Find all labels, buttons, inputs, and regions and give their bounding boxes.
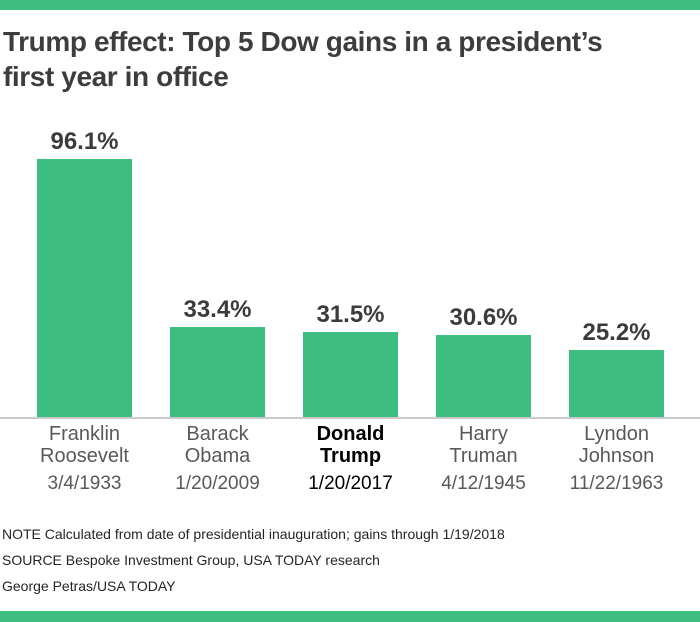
bar [37,159,132,418]
chart-title-line1: Trump effect: Top 5 Dow gains in a presi… [3,26,603,57]
president-name: Harry Truman [449,423,518,467]
bottom-accent-bar [0,611,700,622]
inauguration-date: 11/22/1963 [569,473,664,494]
bar-value-label: 96.1% [50,128,119,155]
bar-column: 25.2% [550,130,683,418]
x-axis-line [0,417,700,419]
x-axis-labels: Franklin Roosevelt 3/4/1933 Barack Obama 1/20… [0,423,700,494]
inauguration-date: 1/20/2009 [175,473,260,494]
source-text: SOURCE Bespoke Investment Group, USA TOD… [2,552,380,568]
bar-column: 33.4% [151,130,284,418]
credit-text: George Petras/USA TODAY [2,578,176,594]
bar [170,327,265,418]
bar-value-label: 30.6% [449,304,518,331]
x-axis-label: Lyndon Johnson 11/22/1963 [550,423,683,494]
bar-column: 30.6% [417,130,550,418]
inauguration-date: 1/20/2017 [308,473,393,494]
bar [569,350,664,418]
top-accent-bar [0,0,700,10]
president-name: Barack Obama [184,423,251,467]
president-name: Franklin Roosevelt [40,423,129,467]
bar-value-label: 31.5% [316,301,385,328]
x-axis-label: Franklin Roosevelt 3/4/1933 [18,423,151,494]
chart-title-line2: first year in office [3,61,229,92]
inauguration-date: 3/4/1933 [47,473,122,494]
bar-value-label: 33.4% [183,296,252,323]
x-axis-label: Barack Obama 1/20/2009 [151,423,284,494]
chart-title: Trump effect: Top 5 Dow gains in a presi… [3,24,697,94]
bar-column: 31.5% [284,130,417,418]
bar-value-label: 25.2% [582,319,651,346]
president-name: Donald Trump [316,423,385,467]
bar [303,332,398,418]
bar-column: 96.1% [18,130,151,418]
bar-chart: 96.1% 33.4% 31.5% 30.6% 25.2% [0,130,700,418]
x-axis-label: Donald Trump 1/20/2017 [284,423,417,494]
president-name: Lyndon Johnson [578,423,655,467]
x-axis-label: Harry Truman 4/12/1945 [417,423,550,494]
inauguration-date: 4/12/1945 [441,473,526,494]
footer: NOTE Calculated from date of presidentia… [2,527,505,605]
note-text: NOTE Calculated from date of presidentia… [2,526,505,542]
bar [436,335,531,418]
